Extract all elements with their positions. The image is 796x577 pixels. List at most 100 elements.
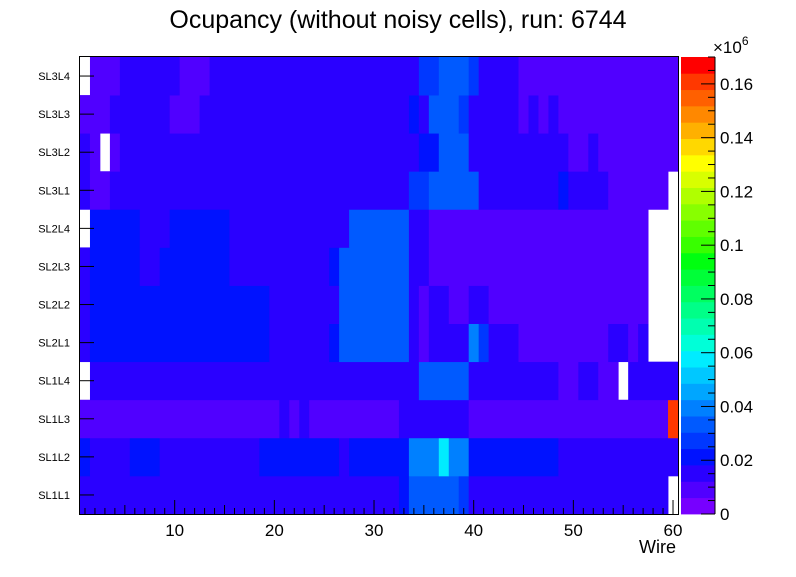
heatmap-cell xyxy=(418,361,470,401)
color-scale-segment xyxy=(681,301,715,319)
color-scale-segment xyxy=(681,73,715,91)
heatmap-cell xyxy=(398,399,470,439)
heatmap-cell xyxy=(169,95,200,134)
y-axis-tick-label: SL2L1 xyxy=(38,338,70,350)
x-axis-tick-label: 40 xyxy=(464,521,483,540)
heatmap-cell xyxy=(89,361,420,401)
heatmap-cell xyxy=(468,95,519,134)
color-scale-tick-label: 0.16 xyxy=(720,75,753,94)
color-scale-segment xyxy=(681,138,715,156)
heatmap-cell xyxy=(468,437,559,477)
heatmap-cell xyxy=(588,133,599,172)
color-scale-segment xyxy=(681,269,715,286)
heatmap-cell xyxy=(428,209,609,248)
y-axis-tick-label: SL3L3 xyxy=(38,109,70,121)
heatmap-cells xyxy=(80,57,679,515)
heatmap-cell xyxy=(398,475,410,515)
heatmap-cell xyxy=(428,247,639,286)
heatmap-cell xyxy=(478,323,490,363)
heatmap-cell xyxy=(638,285,649,324)
x-axis-tick-label: 20 xyxy=(265,521,284,540)
color-scale-tick-label: 0.02 xyxy=(720,451,753,470)
heatmap-cell xyxy=(209,57,420,96)
heatmap-cell xyxy=(578,361,599,401)
heatmap-cell xyxy=(259,437,340,477)
heatmap-cell xyxy=(408,171,430,210)
heatmap-cell xyxy=(408,247,430,286)
heatmap-cell xyxy=(408,323,420,363)
y-axis: SL1L1 SL1L2 SL1L3 SL1L4 SL2L1 SL2L2 SL2L3 SL2L4… xyxy=(38,71,94,502)
y-axis-tick-label: SL3L2 xyxy=(38,147,70,159)
heatmap-cell xyxy=(80,475,400,515)
heatmap-cell xyxy=(159,247,230,286)
heatmap-cell xyxy=(478,171,559,210)
heatmap-cell xyxy=(568,133,589,172)
heatmap-cell xyxy=(518,323,609,363)
color-scale-segment xyxy=(681,399,715,417)
heatmap-cell xyxy=(269,285,340,324)
heatmap-cell xyxy=(119,133,420,172)
heatmap-cell xyxy=(598,361,619,401)
heatmap-cell xyxy=(598,133,679,172)
multiplier-base: ×10 xyxy=(713,38,742,57)
heatmap-cell xyxy=(339,437,350,477)
heatmap-cell xyxy=(468,361,559,401)
heatmap-cell xyxy=(139,209,171,248)
y-axis-tick-label: SL1L4 xyxy=(38,376,70,388)
color-scale-tick-label: 0.14 xyxy=(720,129,753,148)
heatmap-cell xyxy=(149,285,270,324)
color-scale-tick-label: 0.12 xyxy=(720,182,753,201)
heatmap-cell xyxy=(568,171,609,210)
heatmap-cell xyxy=(309,399,400,439)
color-scale-segment xyxy=(681,122,715,140)
heatmap-cell xyxy=(478,57,519,96)
heatmap-cell xyxy=(468,133,569,172)
heatmap-cell xyxy=(448,285,470,324)
x-axis-tick-label: 50 xyxy=(564,521,583,540)
heatmap-cell xyxy=(89,171,111,210)
color-scale-tick-label: 0 xyxy=(720,505,729,524)
heatmap-cell xyxy=(89,437,131,477)
heatmap-cell xyxy=(159,437,260,477)
color-scale-segment xyxy=(681,105,715,123)
heatmap-cell xyxy=(528,95,539,134)
color-scale xyxy=(681,57,715,515)
y-axis-tick-label: SL3L1 xyxy=(38,185,70,197)
heatmap-cell xyxy=(139,247,161,286)
heatmap-cell xyxy=(428,323,470,363)
color-scale-segment xyxy=(681,171,715,188)
color-scale-segment xyxy=(681,89,715,107)
chart-title: Ocupancy (without noisy cells), run: 674… xyxy=(169,6,626,34)
heatmap-cell xyxy=(438,133,470,172)
heatmap-cell xyxy=(339,285,410,324)
heatmap-cell xyxy=(408,209,430,248)
heatmap-cell xyxy=(408,475,460,515)
heatmap-cell xyxy=(418,323,430,363)
heatmap-cell xyxy=(458,475,470,515)
heatmap-cell xyxy=(129,437,161,477)
heatmap-cell xyxy=(299,399,310,439)
heatmap-cell xyxy=(229,247,330,286)
heatmap-cell xyxy=(608,209,639,248)
heatmap-cell xyxy=(438,437,450,477)
color-scale-segment xyxy=(681,448,715,466)
color-scale-segment xyxy=(681,416,715,433)
heatmap-cell xyxy=(80,399,280,439)
heatmap-cell xyxy=(538,95,549,134)
color-scale-segment xyxy=(681,57,715,74)
heatmap-cell xyxy=(468,323,480,363)
y-axis-tick-label: SL3L4 xyxy=(38,71,70,83)
color-scale-segment xyxy=(681,220,715,237)
y-axis-tick-label: SL1L3 xyxy=(38,414,70,426)
heatmap-cell xyxy=(468,399,669,439)
color-scale-segment xyxy=(681,334,715,352)
heatmap-cell xyxy=(608,171,669,210)
x-axis-tick-label: 10 xyxy=(165,521,184,540)
heatmap-cell xyxy=(628,361,679,401)
heatmap-cell xyxy=(289,399,300,439)
heatmap-cell xyxy=(558,171,569,210)
heatmap-cell xyxy=(89,323,270,363)
x-axis-tick-label: 30 xyxy=(365,521,384,540)
heatmap-cell xyxy=(109,133,121,172)
color-scale-segment xyxy=(681,481,715,499)
